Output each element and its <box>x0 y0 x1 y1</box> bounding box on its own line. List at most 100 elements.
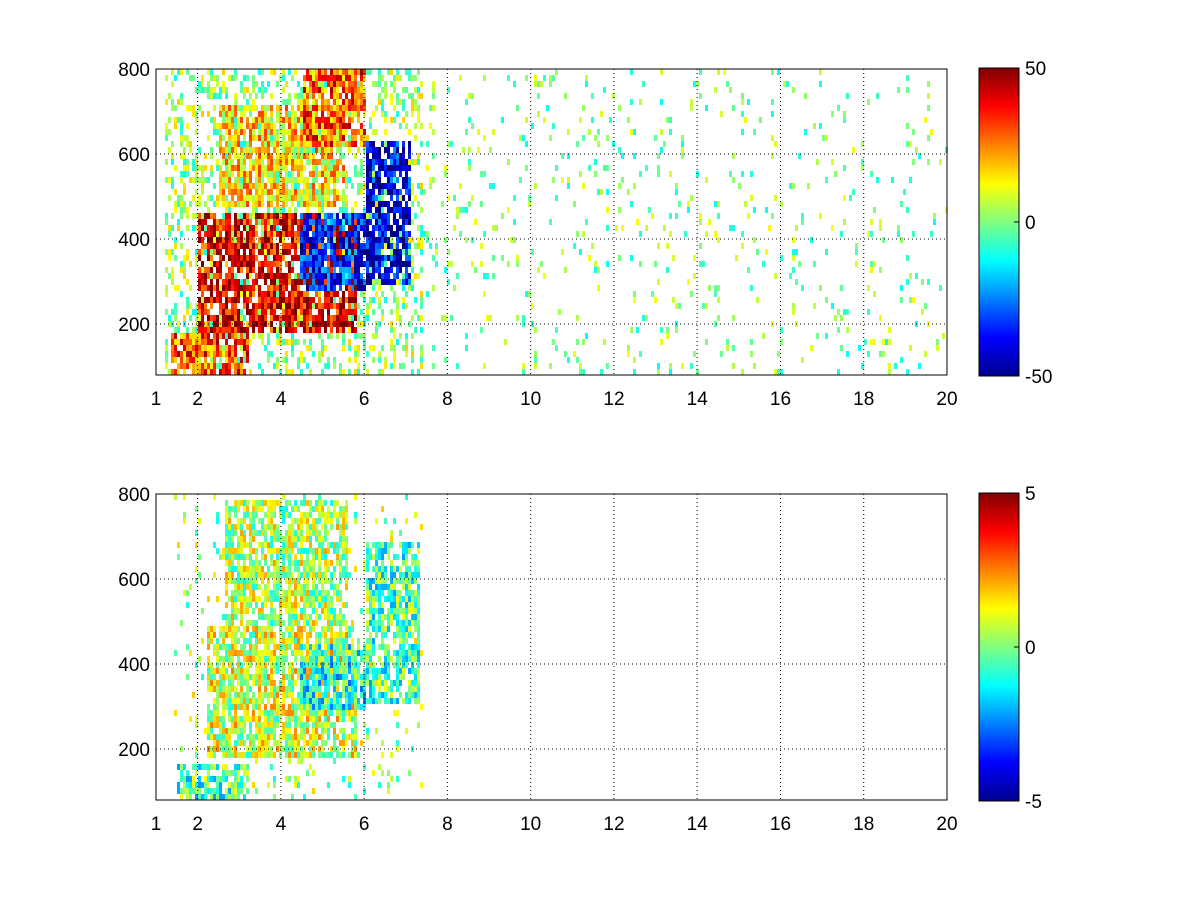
heatmap-cell <box>381 159 384 165</box>
heatmap-cell <box>405 291 408 297</box>
heatmap-cell <box>234 213 237 219</box>
heatmap-cell <box>180 746 183 752</box>
heatmap-cell <box>189 285 192 291</box>
heatmap-cell <box>270 351 273 357</box>
heatmap-cell <box>255 584 258 590</box>
heatmap-cell <box>300 123 303 129</box>
heatmap-cell <box>336 309 339 315</box>
heatmap-cell <box>390 189 393 195</box>
heatmap-cell <box>261 303 264 309</box>
heatmap-cell <box>249 518 252 524</box>
heatmap-cell <box>270 722 273 728</box>
heatmap-cell <box>402 183 405 189</box>
heatmap-cell <box>303 201 306 207</box>
heatmap-cell <box>219 626 222 632</box>
heatmap-cell <box>213 740 216 746</box>
heatmap-cell <box>231 189 234 195</box>
heatmap-cell <box>264 734 267 740</box>
heatmap-cell <box>276 279 279 285</box>
heatmap-cell <box>192 213 195 219</box>
heatmap-cell <box>228 243 231 249</box>
heatmap-cell <box>198 351 201 357</box>
heatmap-cell <box>588 165 591 171</box>
heatmap-cell <box>390 171 393 177</box>
heatmap-cell <box>561 153 564 159</box>
heatmap-cell <box>240 165 243 171</box>
heatmap-cell <box>216 662 219 668</box>
heatmap-cell <box>288 674 291 680</box>
heatmap-cell <box>306 129 309 135</box>
heatmap-cell <box>333 273 336 279</box>
heatmap-cell <box>288 560 291 566</box>
heatmap-cell <box>225 285 228 291</box>
heatmap-cell <box>597 189 600 195</box>
heatmap-cell <box>291 261 294 267</box>
heatmap-cell <box>174 207 177 213</box>
heatmap-cell <box>324 686 327 692</box>
heatmap-cell <box>393 87 396 93</box>
heatmap-cell <box>321 590 324 596</box>
heatmap-cell <box>603 339 606 345</box>
heatmap-cell <box>291 183 294 189</box>
heatmap-cell <box>783 81 786 87</box>
heatmap-cell <box>288 249 291 255</box>
heatmap-cell <box>303 674 306 680</box>
heatmap-cell <box>321 243 324 249</box>
heatmap-cell <box>234 710 237 716</box>
heatmap-cell <box>483 231 486 237</box>
heatmap-cell <box>258 674 261 680</box>
heatmap-cell <box>306 261 309 267</box>
heatmap-cell <box>669 369 672 375</box>
heatmap-cell <box>294 728 297 734</box>
heatmap-cell <box>225 357 228 363</box>
heatmap-cell <box>204 309 207 315</box>
heatmap-cell <box>243 716 246 722</box>
heatmap-cell <box>405 69 408 75</box>
heatmap-cell <box>333 620 336 626</box>
heatmap-cell <box>189 315 192 321</box>
heatmap-cell <box>285 189 288 195</box>
heatmap-cell <box>297 117 300 123</box>
heatmap-cell <box>417 183 420 189</box>
heatmap-cell <box>669 231 672 237</box>
heatmap-cell <box>318 638 321 644</box>
heatmap-cell <box>261 159 264 165</box>
heatmap-cell <box>180 99 183 105</box>
heatmap-cell <box>198 105 201 111</box>
heatmap-cell <box>699 261 702 267</box>
heatmap-cell <box>171 99 174 105</box>
heatmap-cell <box>318 512 321 518</box>
heatmap-cell <box>870 267 873 273</box>
heatmap-cell <box>351 309 354 315</box>
heatmap-cell <box>258 315 261 321</box>
heatmap-cell <box>195 363 198 369</box>
heatmap-cell <box>294 249 297 255</box>
heatmap-cell <box>543 75 546 81</box>
heatmap-cell <box>309 135 312 141</box>
heatmap-cell <box>285 530 288 536</box>
x-tick-label: 8 <box>442 389 453 410</box>
heatmap-cell <box>252 243 255 249</box>
heatmap-cell <box>195 752 198 758</box>
heatmap-cell <box>174 357 177 363</box>
heatmap-cell <box>246 213 249 219</box>
heatmap-cell <box>201 638 204 644</box>
heatmap-cell <box>237 183 240 189</box>
heatmap-cell <box>276 584 279 590</box>
heatmap-cell <box>315 135 318 141</box>
heatmap-cell <box>288 602 291 608</box>
heatmap-cell <box>306 123 309 129</box>
heatmap-cells-top <box>165 69 948 375</box>
heatmap-cell <box>240 620 243 626</box>
heatmap-cell <box>309 201 312 207</box>
heatmap-cell <box>378 147 381 153</box>
heatmap-cell <box>228 369 231 375</box>
heatmap-cell <box>219 357 222 363</box>
heatmap-cell <box>327 542 330 548</box>
heatmap-cell <box>222 734 225 740</box>
heatmap-cell <box>210 117 213 123</box>
heatmap-cell <box>822 135 825 141</box>
heatmap-cell <box>228 225 231 231</box>
heatmap-cell <box>222 195 225 201</box>
heatmap-cell <box>321 81 324 87</box>
